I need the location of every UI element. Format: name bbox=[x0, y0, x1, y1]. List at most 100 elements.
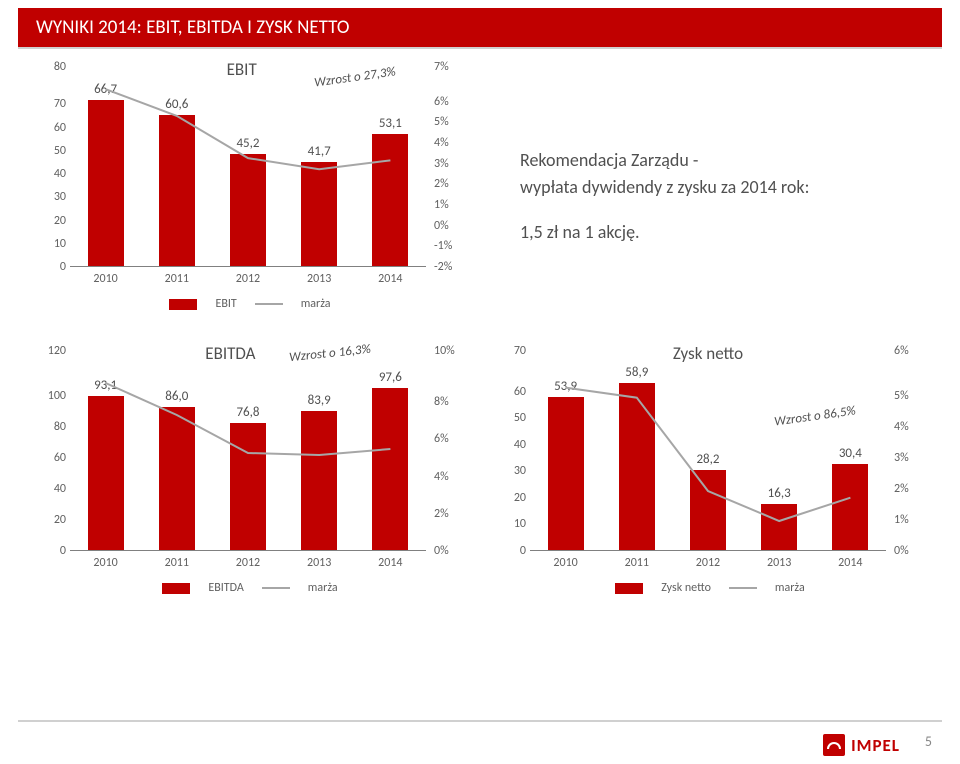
y-right-tick: 4% bbox=[894, 420, 924, 434]
zysk-chart: 706050403020100 6%5%4%3%2%1%0% Zysk nett… bbox=[500, 351, 920, 595]
y-left-tick: 60 bbox=[500, 385, 526, 399]
bar-value-label: 53,1 bbox=[379, 116, 402, 131]
y-left-tick: 60 bbox=[40, 121, 66, 135]
y-right-tick: 3% bbox=[434, 157, 464, 171]
bar: 76,8 bbox=[230, 423, 266, 550]
page-title: WYNIKI 2014: EBIT, EBITDA I ZYSK NETTO bbox=[36, 16, 349, 39]
x-tick: 2014 bbox=[378, 272, 402, 286]
y-left-tick: 0 bbox=[40, 260, 66, 274]
y-left-tick: 30 bbox=[40, 190, 66, 204]
logo-text: IMPEL bbox=[851, 735, 900, 756]
y-right-tick: 2% bbox=[434, 177, 464, 191]
y-left-tick: 80 bbox=[40, 420, 66, 434]
y-left-tick: 50 bbox=[500, 411, 526, 425]
bar: 93,1 bbox=[88, 396, 124, 550]
y-right-tick: 1% bbox=[434, 198, 464, 212]
y-left-tick: 70 bbox=[40, 97, 66, 111]
page-number: 5 bbox=[925, 733, 932, 750]
title-underline bbox=[18, 47, 942, 49]
logo-icon bbox=[823, 734, 845, 756]
x-tick: 2014 bbox=[378, 556, 402, 570]
bar-value-label: 60,6 bbox=[165, 97, 188, 112]
bar-value-label: 76,8 bbox=[236, 405, 259, 420]
y-left-tick: 0 bbox=[40, 544, 66, 558]
legend-line-label: marża bbox=[308, 581, 338, 595]
legend-bar-swatch bbox=[615, 583, 643, 594]
x-tick: 2012 bbox=[236, 272, 260, 286]
legend-line-label: marża bbox=[301, 297, 331, 311]
y-right-tick: -2% bbox=[434, 260, 464, 274]
x-tick: 2012 bbox=[696, 556, 720, 570]
y-right-tick: 10% bbox=[434, 344, 464, 358]
bar-value-label: 93,1 bbox=[94, 378, 117, 393]
x-tick: 2011 bbox=[165, 272, 189, 286]
bar-value-label: 41,7 bbox=[308, 144, 331, 159]
bar-value-label: 97,6 bbox=[379, 370, 402, 385]
footer-line bbox=[18, 720, 942, 722]
legend-line-swatch bbox=[262, 587, 290, 589]
legend-bar-label: EBIT bbox=[215, 297, 236, 311]
y-right-tick: 6% bbox=[434, 432, 464, 446]
y-left-tick: 20 bbox=[40, 214, 66, 228]
bar: 83,9 bbox=[301, 411, 337, 550]
x-tick: 2013 bbox=[307, 556, 331, 570]
impel-logo: IMPEL bbox=[823, 734, 900, 756]
x-tick: 2011 bbox=[165, 556, 189, 570]
y-left-tick: 100 bbox=[40, 389, 66, 403]
bar: 28,2 bbox=[690, 470, 726, 550]
y-right-tick: 0% bbox=[894, 544, 924, 558]
y-left-tick: 20 bbox=[40, 513, 66, 527]
y-right-tick: 4% bbox=[434, 470, 464, 484]
y-right-tick: 0% bbox=[434, 544, 464, 558]
y-left-tick: 30 bbox=[500, 464, 526, 478]
bar-value-label: 45,2 bbox=[236, 136, 259, 151]
y-right-tick: 0% bbox=[434, 219, 464, 233]
bar: 30,4 bbox=[832, 464, 868, 550]
y-right-tick: 8% bbox=[434, 395, 464, 409]
y-left-tick: 60 bbox=[40, 451, 66, 465]
page-title-bar: WYNIKI 2014: EBIT, EBITDA I ZYSK NETTO bbox=[18, 8, 942, 47]
y-left-tick: 10 bbox=[40, 237, 66, 251]
y-right-tick: 6% bbox=[894, 344, 924, 358]
legend-line-label: marża bbox=[775, 581, 805, 595]
x-tick: 2014 bbox=[838, 556, 862, 570]
y-left-tick: 0 bbox=[500, 544, 526, 558]
legend-line-swatch bbox=[729, 587, 757, 589]
x-tick: 2010 bbox=[553, 556, 577, 570]
legend-line-swatch bbox=[255, 303, 283, 305]
y-right-tick: 6% bbox=[434, 95, 464, 109]
bar: 53,1 bbox=[372, 134, 408, 266]
recommendation-text: Rekomendacja Zarządu - wypłata dywidendy… bbox=[520, 147, 809, 246]
x-tick: 2011 bbox=[625, 556, 649, 570]
bar-value-label: 66,7 bbox=[94, 82, 117, 97]
bar: 53,9 bbox=[548, 397, 584, 550]
bar: 60,6 bbox=[159, 115, 195, 266]
y-right-tick: 5% bbox=[894, 389, 924, 403]
bar: 16,3 bbox=[761, 504, 797, 550]
y-left-tick: 10 bbox=[500, 517, 526, 531]
y-left-tick: 80 bbox=[40, 60, 66, 74]
bar-value-label: 86,0 bbox=[165, 389, 188, 404]
legend-bar-swatch bbox=[162, 583, 190, 594]
bar: 58,9 bbox=[619, 383, 655, 550]
x-tick: 2010 bbox=[93, 556, 117, 570]
x-tick: 2012 bbox=[236, 556, 260, 570]
y-left-tick: 120 bbox=[40, 344, 66, 358]
bar-value-label: 28,2 bbox=[696, 452, 719, 467]
y-left-tick: 40 bbox=[500, 438, 526, 452]
y-left-tick: 40 bbox=[40, 167, 66, 181]
ebitda-legend: EBITDA marża bbox=[40, 581, 460, 595]
y-left-tick: 40 bbox=[40, 482, 66, 496]
y-right-tick: 5% bbox=[434, 115, 464, 129]
x-tick: 2013 bbox=[307, 272, 331, 286]
x-tick: 2013 bbox=[767, 556, 791, 570]
bar: 41,7 bbox=[301, 162, 337, 266]
y-right-tick: 2% bbox=[434, 507, 464, 521]
ebitda-chart: 120100806040200 10%8%6%4%2%0% EBITDA Wzr… bbox=[40, 351, 460, 595]
rec-line1: Rekomendacja Zarządu - bbox=[520, 147, 809, 174]
y-right-tick: 3% bbox=[894, 451, 924, 465]
bar: 45,2 bbox=[230, 154, 266, 266]
y-left-tick: 20 bbox=[500, 491, 526, 505]
rec-line2: wypłata dywidendy z zysku za 2014 rok: bbox=[520, 174, 809, 201]
y-left-tick: 70 bbox=[500, 344, 526, 358]
